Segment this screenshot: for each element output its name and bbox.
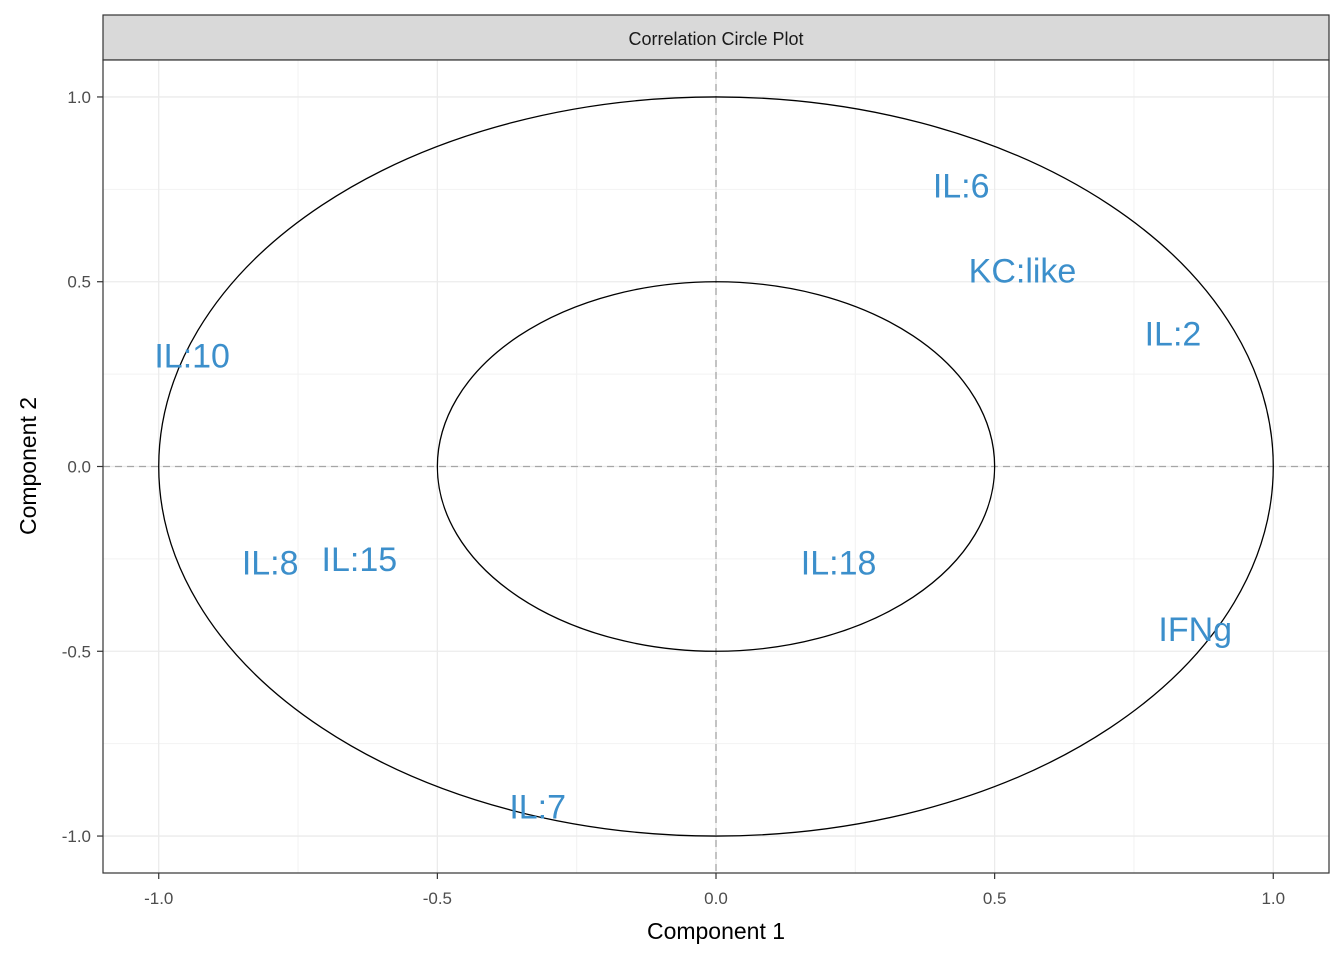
y-axis-ticks: -1.0 -0.5 0.0 0.5 1.0 [62,88,103,846]
x-tick-label: 0.5 [983,889,1007,908]
variable-label: IL:2 [1145,315,1202,353]
variable-label: IL:6 [933,168,990,206]
correlation-circles [158,96,1274,837]
correlation-circle [158,96,1274,837]
y-tick-label: 1.0 [67,88,91,107]
y-axis-title: Component 2 [15,397,41,535]
variable-label: IL:7 [509,788,566,826]
y-tick-label: 0.0 [67,458,91,477]
variable-label: KC:like [969,253,1077,291]
variable-label: IL:10 [154,338,230,376]
y-tick-label: 0.5 [67,273,91,292]
y-tick-label: -0.5 [62,642,91,661]
variable-label: IL:15 [322,541,398,579]
x-axis-ticks: -1.0 -0.5 0.0 0.5 1.0 [144,873,1285,908]
chart-title: Correlation Circle Plot [628,29,803,49]
x-tick-label: -0.5 [423,889,452,908]
variable-label: IL:8 [242,545,299,583]
strip-background [102,14,1330,61]
y-tick-label: -1.0 [62,827,91,846]
x-tick-label: -1.0 [144,889,173,908]
x-tick-label: 1.0 [1261,889,1285,908]
variable-label: IFNg [1158,611,1232,649]
reference-lines [103,60,1329,873]
x-tick-label: 0.0 [704,889,728,908]
x-axis-title: Component 1 [647,918,785,944]
variable-label: IL:18 [801,545,877,583]
correlation-circle [436,281,996,652]
variable-labels: IL:6 KC:like IL:2 IL:10 IL:8 IL:15 IL:18 IFNg IL… [154,168,1232,827]
